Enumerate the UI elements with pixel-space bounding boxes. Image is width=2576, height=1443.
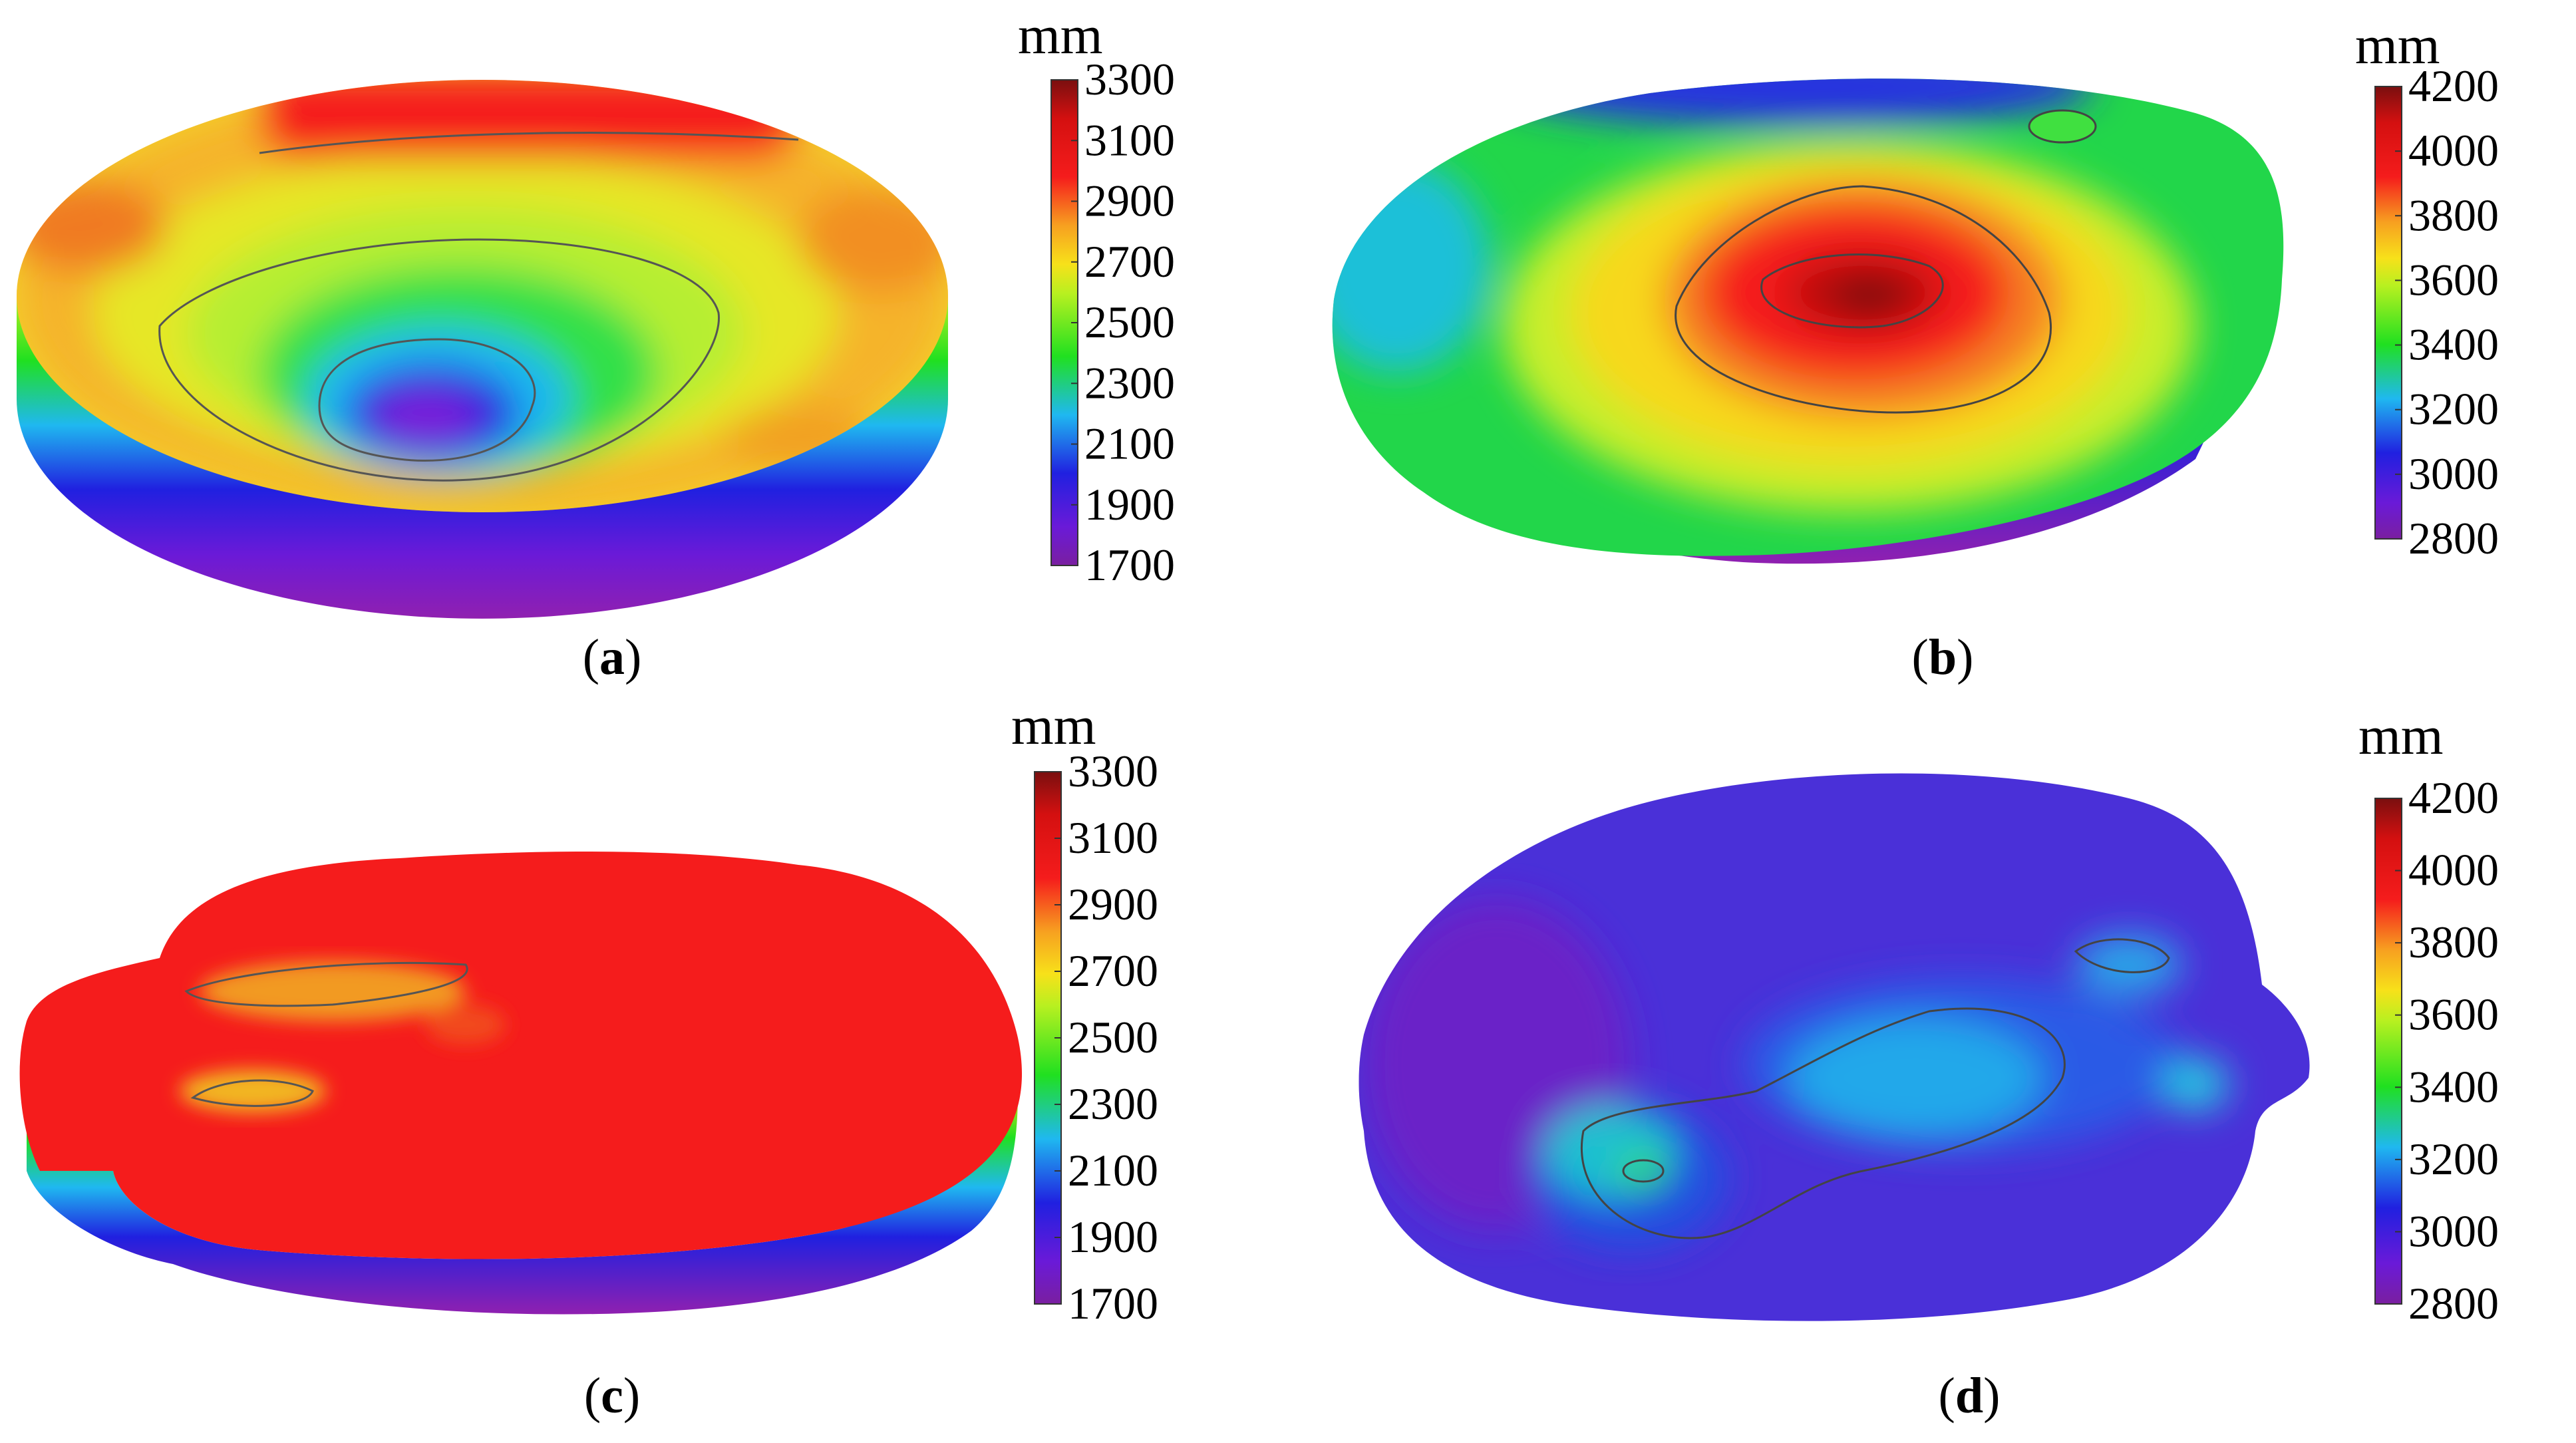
panel-b bbox=[1332, 79, 2284, 564]
panel-c-side bbox=[27, 1038, 1018, 1315]
panel-d-field bbox=[1364, 898, 2229, 1251]
colorbar-d-label-3000: 3000 bbox=[2408, 1205, 2499, 1256]
colorbar-c-label-2100: 2100 bbox=[1068, 1145, 1158, 1196]
colorbar-c-label-1700: 1700 bbox=[1068, 1278, 1158, 1329]
colorbar-a-label-2500: 2500 bbox=[1084, 297, 1175, 347]
colorbar-a-label-3300: 3300 bbox=[1084, 54, 1175, 104]
panel-c-field bbox=[180, 961, 506, 1112]
colorbar-b-label-2800: 2800 bbox=[2408, 513, 2499, 563]
colorbar-a-label-2700: 2700 bbox=[1084, 236, 1175, 287]
colorbar-d-label-3200: 3200 bbox=[2408, 1134, 2499, 1184]
colorbar-c-label-1900: 1900 bbox=[1068, 1211, 1158, 1262]
colorbar-c-label-3300: 3300 bbox=[1068, 746, 1158, 796]
colorbar-a-label-1900: 1900 bbox=[1084, 479, 1175, 530]
colorbars: mm330031002900270025002300210019001700mm… bbox=[1011, 5, 2499, 1329]
colorbar-a-label-3100: 3100 bbox=[1084, 114, 1175, 165]
colorbar-b-label-3200: 3200 bbox=[2408, 384, 2499, 434]
colorbar-a-label-2100: 2100 bbox=[1084, 418, 1175, 469]
colorbar-d-label-3400: 3400 bbox=[2408, 1061, 2499, 1112]
panel-c bbox=[19, 852, 1023, 1315]
colorbar-b-label-3400: 3400 bbox=[2408, 319, 2499, 370]
colorbar-b-label-3000: 3000 bbox=[2408, 448, 2499, 499]
colorbar-d: mm 4200 4000 3800 3600 3400 3200 3000 2800 bbox=[2358, 705, 2499, 1329]
panel-a-field bbox=[17, 80, 948, 512]
colorbar-d-label-3800: 3800 bbox=[2408, 917, 2499, 967]
colorbar-c-label-2300: 2300 bbox=[1068, 1078, 1158, 1129]
colorbar-a-label-1700: 1700 bbox=[1084, 540, 1175, 590]
colorbar-a-label-2300: 2300 bbox=[1084, 357, 1175, 408]
colorbar-b-unit: mm bbox=[2355, 15, 2440, 75]
panel-a bbox=[17, 80, 948, 619]
colorbar-d-scale bbox=[2374, 798, 2402, 1305]
colorbar-b-label-3800: 3800 bbox=[2408, 190, 2499, 240]
colorbar-d-label-2800: 2800 bbox=[2408, 1278, 2499, 1329]
panel-b-field bbox=[1332, 79, 2195, 512]
colorbar-a-unit: mm bbox=[1018, 5, 1103, 65]
colorbar-d-label-4000: 4000 bbox=[2408, 845, 2499, 895]
colorbar-b-label-3600: 3600 bbox=[2408, 254, 2499, 305]
colorbar-c-label-2500: 2500 bbox=[1068, 1012, 1158, 1062]
colorbar-b-label-4000: 4000 bbox=[2408, 125, 2499, 176]
colorbar-b-label-4200: 4200 bbox=[2408, 61, 2499, 111]
colorbar-b-scale bbox=[2374, 86, 2402, 540]
colorbar-c-unit: mm bbox=[1011, 695, 1096, 756]
panel-d bbox=[1359, 773, 2310, 1321]
colorbar-d-unit: mm bbox=[2358, 705, 2444, 766]
colorbar-c-label-2900: 2900 bbox=[1068, 879, 1158, 929]
colorbar-c-label-2700: 2700 bbox=[1068, 945, 1158, 996]
colorbar-d-label-4200: 4200 bbox=[2408, 772, 2499, 823]
panel-c-surface bbox=[19, 852, 1023, 1259]
colorbar-c-label-3100: 3100 bbox=[1068, 812, 1158, 863]
caption-a: (a) bbox=[582, 629, 642, 685]
caption-c: (c) bbox=[583, 1368, 641, 1424]
caption-b: (b) bbox=[1911, 629, 1974, 685]
colorbar-a-label-2900: 2900 bbox=[1084, 176, 1175, 226]
caption-d: (d) bbox=[1938, 1368, 2001, 1424]
colorbar-d-label-3600: 3600 bbox=[2408, 989, 2499, 1040]
